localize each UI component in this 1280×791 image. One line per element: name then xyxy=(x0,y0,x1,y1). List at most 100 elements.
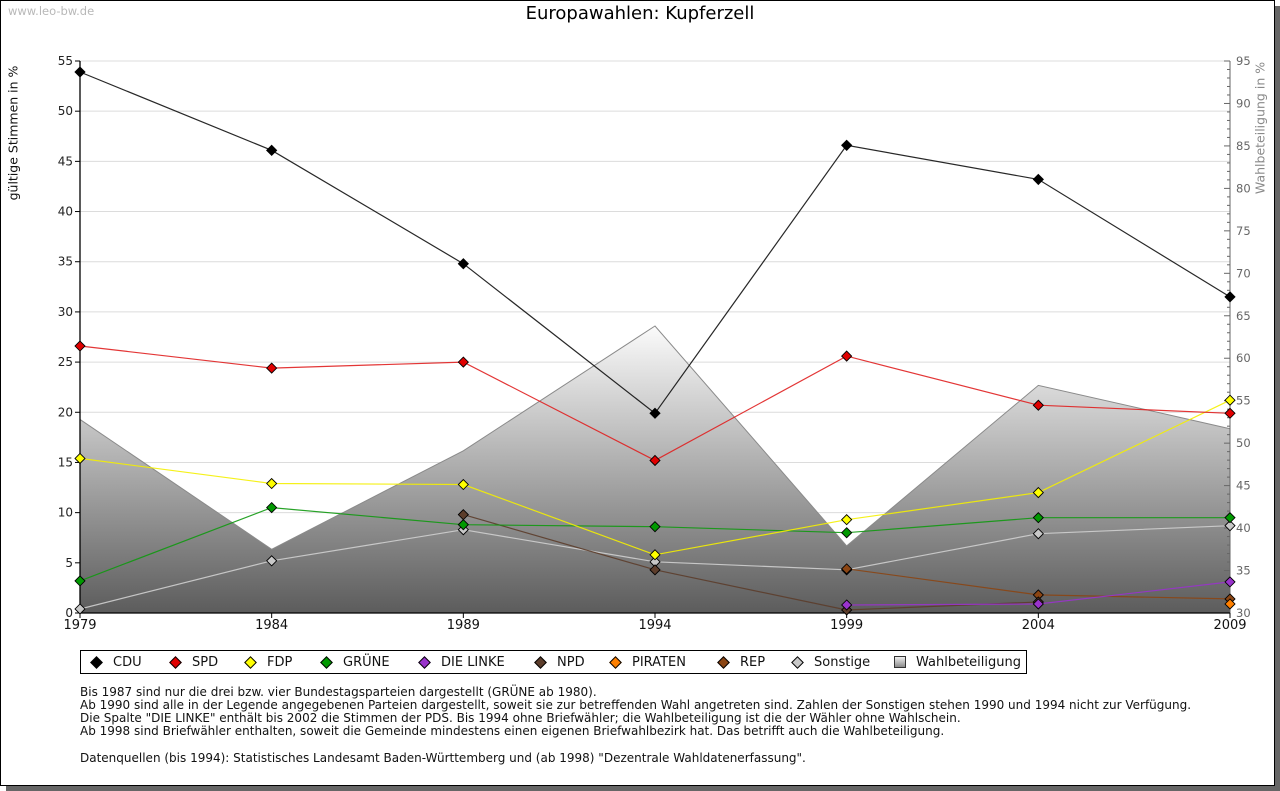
marker-cdu-1984 xyxy=(266,144,278,156)
data-source-note: Datenquellen (bis 1994): Statistisches L… xyxy=(80,751,806,765)
legend-label: Sonstige xyxy=(814,654,871,670)
y-tick-label-left: 35 xyxy=(58,255,73,269)
marker-piraten-2009 xyxy=(1224,598,1236,610)
legend-item-fdp[interactable]: FDP xyxy=(244,651,292,673)
legend-item-wahlbeteiligung[interactable]: Wahlbeteiligung xyxy=(894,651,1021,673)
y-tick-label-left: 50 xyxy=(58,104,73,118)
marker-sonstige-1979 xyxy=(74,603,86,615)
legend-marker-icon xyxy=(418,655,431,669)
legend-marker-icon xyxy=(169,655,182,669)
y-tick-label-left: 55 xyxy=(58,54,73,68)
y-tick-label-right: 40 xyxy=(1236,521,1251,535)
y-tick-label-left: 40 xyxy=(58,205,73,219)
y-tick-label-right: 95 xyxy=(1236,54,1251,68)
y-tick-label-left: 0 xyxy=(65,606,73,620)
marker-cdu-2004 xyxy=(1032,173,1044,186)
marker-rep-1999 xyxy=(841,563,853,575)
y-tick-label-right: 60 xyxy=(1236,351,1251,365)
marker-sonstige-2004 xyxy=(1032,528,1044,540)
legend: CDU SPD FDP GRÜNE DIE LINKE NPD PIRATEN … xyxy=(80,650,1027,674)
marker-gruene-1984 xyxy=(266,501,278,514)
note-line: Die Spalte "DIE LINKE" enthält bis 2002 … xyxy=(80,711,961,725)
legend-marker-icon xyxy=(534,655,547,669)
legend-label: Wahlbeteiligung xyxy=(916,654,1022,670)
marker-cdu-2009 xyxy=(1224,291,1236,303)
marker-spd-2009 xyxy=(1224,407,1236,419)
marker-cdu-1989 xyxy=(457,258,469,270)
x-tick-label: 1994 xyxy=(638,618,671,633)
marker-spd-1994 xyxy=(649,454,661,467)
y-tick-label-right: 65 xyxy=(1236,309,1251,323)
legend-item-spd[interactable]: SPD xyxy=(169,651,218,673)
legend-label: NPD xyxy=(557,654,585,670)
legend-item-sonstige[interactable]: Sonstige xyxy=(791,651,870,673)
marker-cdu-1994 xyxy=(649,407,661,419)
legend-marker-icon xyxy=(717,655,730,669)
chart-title: Europawahlen: Kupferzell xyxy=(525,3,755,24)
legend-label: SPD xyxy=(192,654,219,670)
marker-spd-1999 xyxy=(841,350,853,362)
marker-fdp-1994 xyxy=(649,549,661,561)
x-tick-label: 2009 xyxy=(1213,618,1246,633)
legend-label: DIE LINKE xyxy=(441,654,505,670)
y-tick-label-right: 80 xyxy=(1236,181,1251,195)
marker-fdp-2009 xyxy=(1224,394,1236,406)
y-tick-label-right: 90 xyxy=(1236,96,1251,110)
marker-spd-1979 xyxy=(74,340,86,352)
x-tick-label: 1984 xyxy=(255,618,288,633)
y-tick-label-right: 50 xyxy=(1236,436,1251,450)
marker-gruene-2009 xyxy=(1224,512,1236,524)
marker-gruene-1994 xyxy=(649,521,661,533)
area-wahlbeteiligung-outline xyxy=(79,325,1231,550)
legend-label: CDU xyxy=(113,654,142,670)
y-tick-label-left: 25 xyxy=(58,355,73,369)
y-tick-label-right: 75 xyxy=(1236,224,1251,238)
legend-item-rep[interactable]: REP xyxy=(717,651,765,673)
note-line: Ab 1990 sind alle in der Legende angegeb… xyxy=(80,698,1192,712)
legend-item-piraten[interactable]: PIRATEN xyxy=(609,651,686,673)
area-wahlbeteiligung xyxy=(80,326,1230,613)
y-tick-label-right: 45 xyxy=(1236,479,1251,493)
marker-npd-1994 xyxy=(649,564,661,576)
marker-gruene-1979 xyxy=(74,575,86,587)
legend-marker-icon xyxy=(791,655,804,669)
marker-die-linke-1999 xyxy=(841,599,853,611)
marker-spd-2004 xyxy=(1032,399,1044,411)
marker-die-linke-2004 xyxy=(1032,598,1044,610)
area-layer xyxy=(79,325,1231,613)
legend-item-gruene[interactable]: GRÜNE xyxy=(320,651,390,673)
y-tick-label-right: 55 xyxy=(1236,394,1251,408)
marker-sonstige-2009 xyxy=(1224,520,1236,532)
chart-notes: Bis 1987 sind nur die drei bzw. vier Bun… xyxy=(80,686,1191,738)
axes xyxy=(75,60,1231,618)
note-line: Ab 1998 sind Briefwähler enthalten, sowe… xyxy=(80,724,945,738)
marker-fdp-1999 xyxy=(841,514,853,526)
marker-die-linke-2009 xyxy=(1224,576,1236,588)
y-tick-label-left: 30 xyxy=(58,305,73,319)
legend-label: FDP xyxy=(267,654,293,670)
y-tick-label-left: 45 xyxy=(58,154,73,168)
marker-cdu-1999 xyxy=(841,139,853,151)
legend-marker-icon xyxy=(609,655,622,669)
x-tick-label: 1999 xyxy=(830,618,863,633)
legend-marker-icon xyxy=(244,655,257,669)
marker-gruene-1999 xyxy=(841,527,853,539)
y-tick-label-right: 35 xyxy=(1236,564,1251,578)
y-tick-label-left: 5 xyxy=(65,556,73,570)
legend-label: GRÜNE xyxy=(343,654,390,670)
legend-label: PIRATEN xyxy=(632,654,686,670)
watermark: www.leo-bw.de xyxy=(8,4,95,18)
x-tick-label: 1979 xyxy=(63,618,96,633)
y-tick-label-left: 10 xyxy=(58,506,73,520)
y-tick-label-left: 20 xyxy=(58,405,73,419)
legend-item-cdu[interactable]: CDU xyxy=(90,651,142,673)
marker-sonstige-1984 xyxy=(266,555,278,567)
y-tick-label-right: 70 xyxy=(1236,266,1251,280)
marker-gruene-1989 xyxy=(457,519,469,531)
marker-fdp-1979 xyxy=(74,452,86,465)
marker-fdp-1984 xyxy=(266,477,278,490)
legend-marker-icon xyxy=(90,655,103,669)
series-markers xyxy=(74,66,1236,616)
legend-item-npd[interactable]: NPD xyxy=(534,651,585,673)
legend-item-die-linke[interactable]: DIE LINKE xyxy=(418,651,505,673)
